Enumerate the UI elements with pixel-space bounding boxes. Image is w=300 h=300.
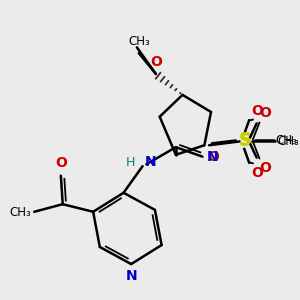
Text: CH₃: CH₃ [276,134,297,147]
Text: N: N [145,155,156,170]
Text: CH₃: CH₃ [128,35,150,48]
Text: O: O [55,156,67,170]
Text: O: O [251,166,263,180]
Text: CH₃: CH₃ [278,135,299,148]
Text: H: H [126,156,135,169]
Text: CH₃: CH₃ [10,206,32,219]
Text: O: O [150,55,162,69]
Text: S: S [238,132,250,150]
Text: N: N [125,269,137,283]
Text: O: O [260,161,272,176]
Text: O: O [207,150,219,164]
Text: O: O [260,106,272,120]
Text: S: S [239,131,252,149]
Text: N: N [206,150,218,164]
Text: O: O [251,104,263,118]
